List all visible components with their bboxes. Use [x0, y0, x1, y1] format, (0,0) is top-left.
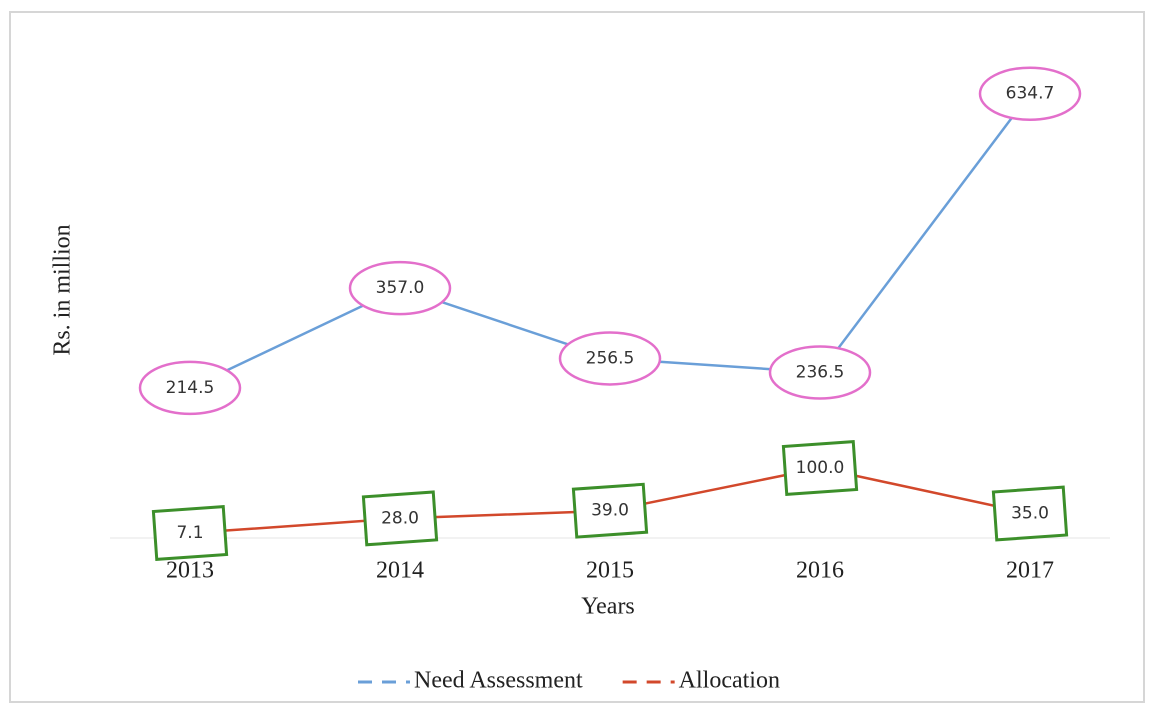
- data-label: 28.0: [381, 508, 419, 528]
- data-label: 357.0: [376, 278, 425, 298]
- data-label: 100.0: [796, 458, 845, 478]
- x-tick-label: 2016: [796, 558, 844, 584]
- marker: [978, 66, 1082, 121]
- x-tick-label: 2017: [1006, 558, 1054, 584]
- data-label: 7.1: [176, 523, 203, 543]
- marker: [991, 485, 1069, 542]
- marker: [571, 482, 649, 539]
- marker: [781, 440, 859, 496]
- data-label: 39.0: [591, 501, 629, 521]
- marker: [361, 490, 439, 547]
- x-tick-label: 2014: [376, 558, 424, 584]
- data-label: 214.5: [166, 378, 215, 398]
- legend-label: Allocation: [679, 668, 780, 694]
- marker: [151, 505, 229, 562]
- y-axis-label: Rs. in million: [50, 224, 76, 355]
- frame: [9, 11, 1145, 703]
- data-label: 634.7: [1006, 84, 1055, 104]
- marker: [558, 331, 662, 386]
- data-label: 35.0: [1011, 504, 1049, 524]
- data-label: 236.5: [796, 362, 845, 382]
- marker: [768, 345, 872, 400]
- data-label: 256.5: [586, 348, 635, 368]
- x-axis-label: Years: [581, 594, 635, 620]
- marker: [348, 260, 452, 316]
- legend-label: Need Assessment: [414, 668, 583, 694]
- marker: [138, 360, 242, 416]
- x-tick-label: 2013: [166, 558, 214, 584]
- x-tick-label: 2015: [586, 558, 634, 584]
